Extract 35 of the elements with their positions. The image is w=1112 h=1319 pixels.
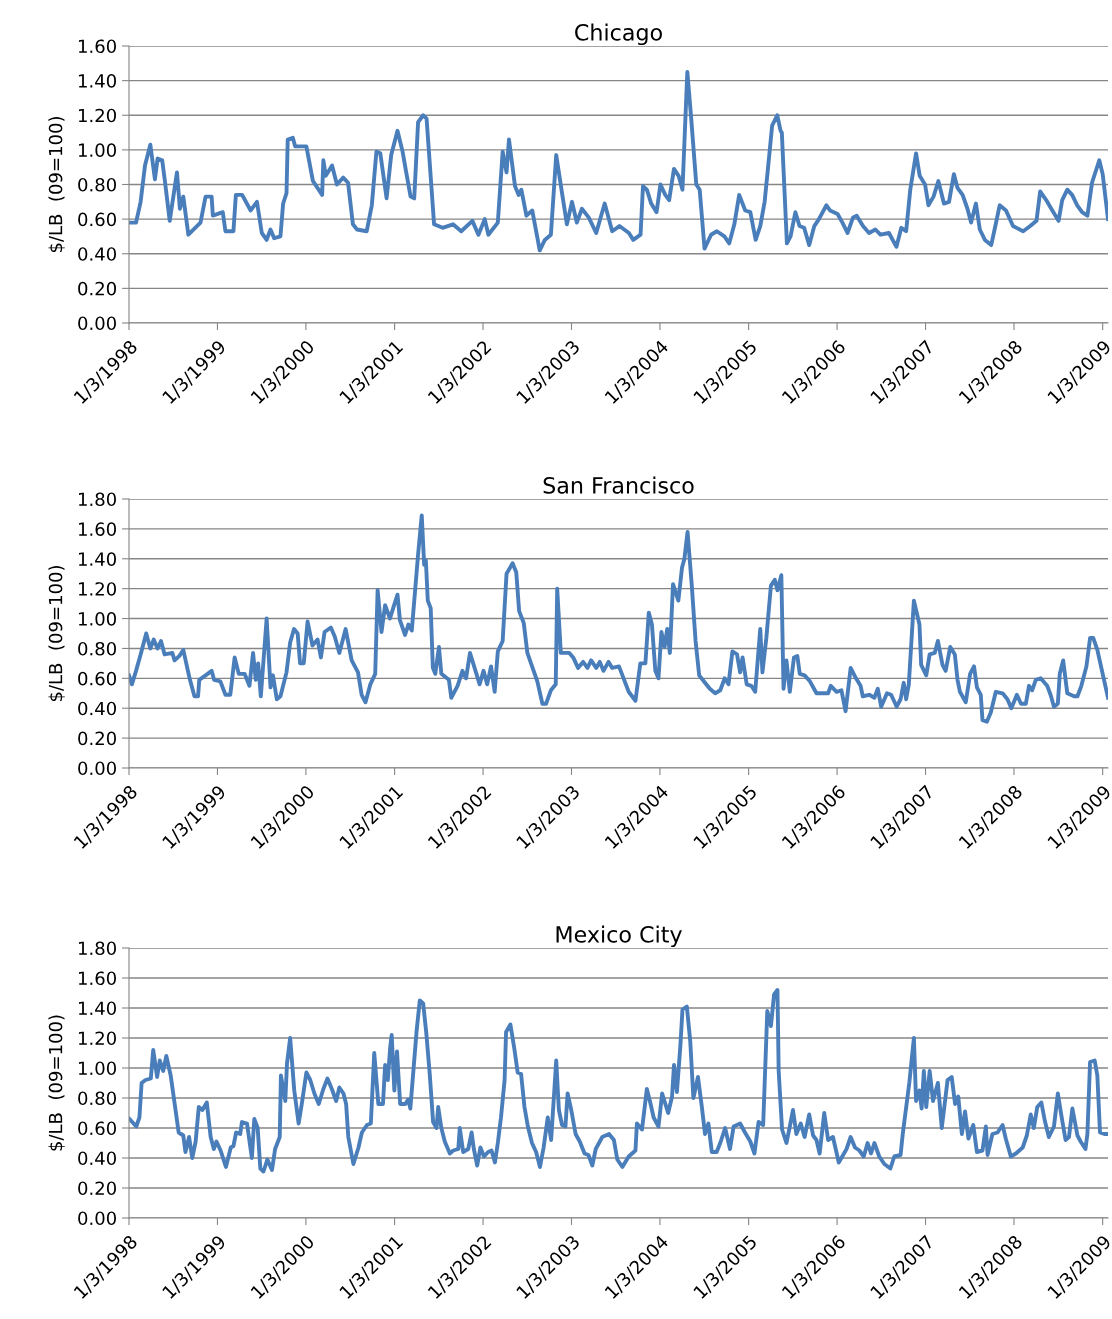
y-tick-label: 1.60	[78, 971, 116, 986]
y-axis-title: $/LB (09=100)	[48, 1015, 65, 1151]
y-tick-label: 1.60	[78, 522, 116, 537]
y-tick-label: 0.40	[78, 701, 116, 716]
y-tick-label: 0.60	[78, 212, 116, 227]
y-tick-label: 0.20	[78, 1181, 116, 1196]
y-tick-label: 0.80	[78, 1091, 116, 1106]
y-tick-label: 1.80	[78, 492, 116, 507]
y-tick-label: 0.20	[78, 731, 116, 746]
y-tick-label: 0.00	[78, 761, 116, 776]
y-tick-label: 1.20	[78, 108, 116, 123]
chart-title: San Francisco	[543, 476, 694, 494]
y-tick-label: 0.60	[78, 671, 116, 686]
y-axis-title: $/LB (09=100)	[48, 116, 65, 253]
y-tick-label: 0.80	[78, 177, 116, 192]
y-tick-label: 1.00	[78, 1061, 116, 1076]
y-tick-label: 0.80	[78, 641, 116, 656]
y-tick-label: 0.40	[78, 247, 116, 261]
y-tick-label: 1.80	[78, 941, 116, 956]
y-axis-title: $/LB (09=100)	[48, 565, 65, 702]
y-tick-label: 1.00	[78, 143, 116, 157]
chart-title: Chicago	[575, 23, 662, 46]
y-tick-label: 1.40	[78, 74, 116, 88]
y-tick-label: 1.20	[78, 1031, 116, 1046]
y-tick-label: 0.20	[78, 281, 116, 296]
y-tick-label: 1.40	[78, 552, 116, 566]
y-tick-label: 1.00	[78, 612, 116, 626]
y-tick-label: 0.00	[78, 1211, 116, 1226]
y-tick-label: 0.60	[78, 1121, 116, 1136]
y-tick-label: 1.60	[78, 39, 116, 54]
y-tick-label: 1.20	[78, 582, 116, 596]
chart-title: Mexico City	[556, 925, 682, 948]
y-tick-label: 0.00	[78, 316, 116, 331]
y-tick-label: 1.40	[78, 1001, 116, 1016]
y-tick-label: 0.40	[78, 1151, 116, 1166]
